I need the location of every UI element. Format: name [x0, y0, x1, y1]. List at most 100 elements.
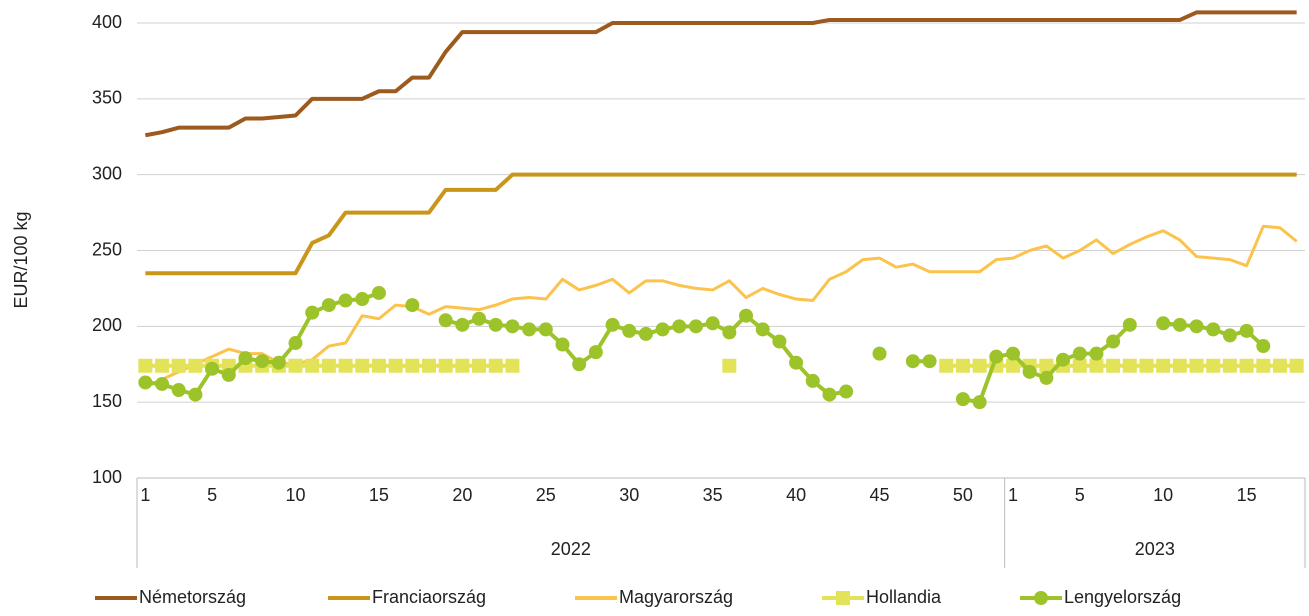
- point: [822, 387, 837, 402]
- point: [622, 323, 637, 338]
- point: [1256, 339, 1271, 354]
- point: [388, 358, 403, 373]
- point: [488, 317, 503, 332]
- point: [1206, 358, 1221, 373]
- point: [138, 375, 153, 390]
- point: [188, 387, 203, 402]
- point: [605, 317, 620, 332]
- point: [1289, 358, 1304, 373]
- point: [722, 325, 737, 340]
- point: [1122, 358, 1137, 373]
- point: [305, 305, 320, 320]
- x-tick-label: 50: [953, 485, 973, 505]
- point: [371, 358, 386, 373]
- x-tick-label: 15: [1237, 485, 1257, 505]
- legend-label: Franciaország: [372, 587, 486, 607]
- legend-marker: [836, 591, 850, 605]
- point: [488, 358, 503, 373]
- point: [338, 358, 353, 373]
- point: [688, 319, 703, 334]
- point: [905, 354, 920, 369]
- point: [188, 358, 203, 373]
- point: [1239, 323, 1254, 338]
- point: [321, 298, 336, 313]
- point: [472, 358, 487, 373]
- x-tick-label: 45: [869, 485, 889, 505]
- point: [705, 316, 720, 331]
- point: [755, 322, 770, 337]
- point: [438, 313, 453, 328]
- x-tick-label: 25: [536, 485, 556, 505]
- point: [405, 358, 420, 373]
- point: [1189, 358, 1204, 373]
- point: [238, 351, 253, 366]
- y-tick-label: 400: [92, 12, 122, 32]
- point: [1172, 358, 1187, 373]
- point: [1222, 328, 1237, 343]
- point: [455, 358, 470, 373]
- point: [455, 317, 470, 332]
- point: [772, 334, 787, 349]
- point: [288, 358, 303, 373]
- y-axis-label: EUR/100 kg: [11, 211, 31, 308]
- point: [1222, 358, 1237, 373]
- point: [505, 358, 520, 373]
- point: [922, 354, 937, 369]
- point: [405, 298, 420, 313]
- x-tick-label: 5: [1075, 485, 1085, 505]
- x-tick-label: 1: [1008, 485, 1018, 505]
- point: [321, 358, 336, 373]
- legend-label: Hollandia: [866, 587, 942, 607]
- y-tick-label: 100: [92, 467, 122, 487]
- point: [972, 395, 987, 410]
- point: [255, 354, 270, 369]
- point: [171, 358, 186, 373]
- point: [955, 392, 970, 407]
- point: [1089, 358, 1104, 373]
- point: [155, 358, 170, 373]
- point: [538, 322, 553, 337]
- point: [422, 358, 436, 373]
- x-tick-label: 15: [369, 485, 389, 505]
- point: [1056, 352, 1071, 367]
- point: [1006, 358, 1020, 373]
- x-tick-label: 10: [285, 485, 305, 505]
- point: [1072, 346, 1087, 361]
- series-line: [144, 224, 1298, 389]
- point: [1139, 358, 1154, 373]
- point: [522, 322, 537, 337]
- point: [672, 319, 687, 334]
- point: [722, 358, 737, 373]
- point: [1189, 319, 1204, 334]
- point: [872, 346, 887, 361]
- point: [305, 358, 320, 373]
- point: [1039, 370, 1054, 385]
- point: [939, 358, 954, 373]
- legend-label: Németország: [139, 587, 246, 607]
- point: [1239, 358, 1254, 373]
- point: [155, 376, 170, 391]
- legend-marker: [1034, 591, 1048, 605]
- x-tick-label: 30: [619, 485, 639, 505]
- point: [472, 311, 487, 326]
- point: [1106, 334, 1121, 349]
- point: [288, 336, 303, 351]
- point: [1022, 364, 1037, 379]
- point: [1156, 358, 1171, 373]
- x-tick-label: 5: [207, 485, 217, 505]
- x-tick-label: 1: [140, 485, 150, 505]
- point: [338, 293, 353, 308]
- x-tick-label: 10: [1153, 485, 1173, 505]
- x-tick-label: 20: [452, 485, 472, 505]
- point: [739, 308, 754, 323]
- point: [955, 358, 970, 373]
- point: [555, 337, 570, 352]
- point: [1006, 346, 1020, 361]
- point: [1206, 322, 1221, 337]
- x-tick-label: 40: [786, 485, 806, 505]
- point: [171, 383, 186, 398]
- point: [355, 292, 370, 307]
- point: [138, 358, 153, 373]
- y-tick-label: 350: [92, 88, 122, 108]
